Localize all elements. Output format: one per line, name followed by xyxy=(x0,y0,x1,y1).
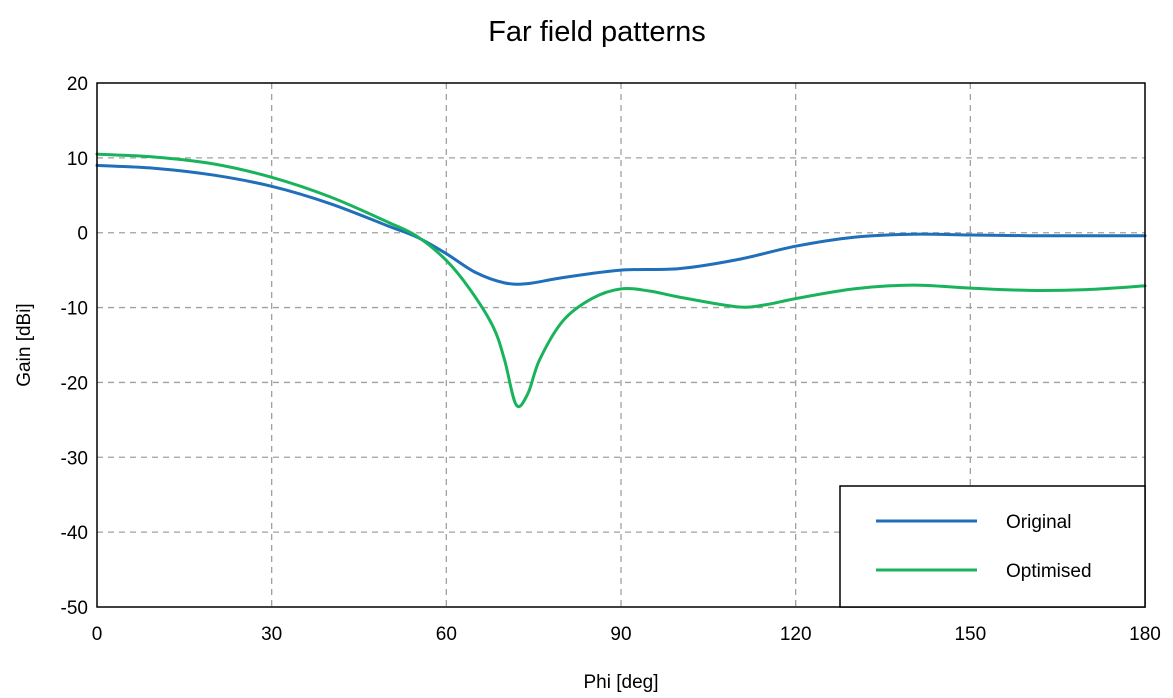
y-tick-label: -50 xyxy=(61,598,88,619)
x-tick-label: 90 xyxy=(610,624,631,645)
chart-title: Far field patterns xyxy=(488,16,706,48)
y-tick-label: 10 xyxy=(67,149,88,170)
y-tick-label: 20 xyxy=(67,74,88,95)
x-tick-label: 180 xyxy=(1129,624,1161,645)
x-tick-label: 0 xyxy=(92,624,103,645)
legend: Original Optimised xyxy=(839,485,1146,608)
x-tick-label: 30 xyxy=(261,624,282,645)
series-line-original xyxy=(95,163,1147,286)
plot-frame xyxy=(96,82,1146,608)
legend-box xyxy=(839,485,1146,608)
y-tick-label: 0 xyxy=(77,224,88,245)
legend-label-original: Original xyxy=(1006,512,1071,533)
series-layer xyxy=(95,152,1147,409)
y-tick-label: -20 xyxy=(61,373,88,394)
y-tick-label: -10 xyxy=(61,299,88,320)
y-tick-label: -40 xyxy=(61,523,88,544)
y-axis-label: Gain [dBi] xyxy=(14,303,35,386)
legend-label-optimised: Optimised xyxy=(1006,561,1092,582)
x-tick-label: 60 xyxy=(436,624,457,645)
series-line-optimised xyxy=(95,152,1147,409)
x-tick-label: 150 xyxy=(954,624,986,645)
tick-layer: 0 30 60 90 120 150 180 20 10 0 -10 -20 -30 -40 -50 xyxy=(61,74,1161,645)
x-tick-label: 120 xyxy=(780,624,812,645)
x-axis-label: Phi [deg] xyxy=(584,672,659,693)
y-tick-label: -30 xyxy=(61,448,88,469)
